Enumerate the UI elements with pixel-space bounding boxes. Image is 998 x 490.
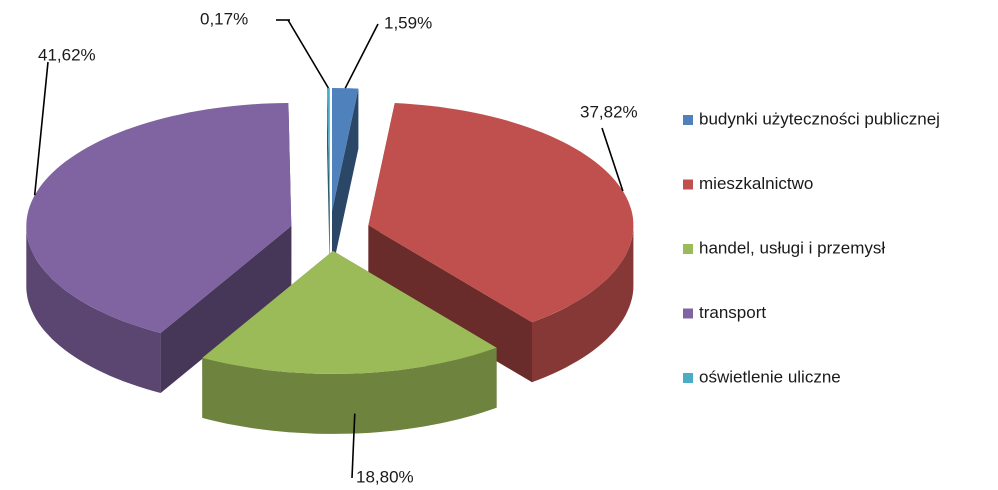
slice-wall [202, 347, 497, 434]
slice-side [327, 88, 330, 271]
slice-wall [532, 225, 634, 383]
data-label: 41,62% [38, 45, 96, 64]
data-label: 37,82% [580, 102, 638, 121]
slice [368, 103, 634, 383]
legend-swatch [683, 244, 693, 254]
leader-line [351, 413, 356, 479]
data-label: 18,80% [356, 467, 414, 486]
legend-swatch [683, 308, 693, 319]
slice-top [327, 88, 330, 211]
leader-line [344, 23, 379, 89]
slice-side [332, 88, 359, 271]
slice [332, 88, 359, 271]
legend-label: oświetlenie uliczne [699, 367, 841, 386]
slice [202, 250, 497, 434]
slice-side [368, 225, 532, 383]
leader-line [33, 61, 49, 196]
slice-wall [26, 226, 161, 393]
slice-side [160, 226, 292, 393]
data-label: 1,59% [384, 13, 432, 32]
legend-label: mieszkalnictwo [699, 174, 813, 193]
legend-swatch [683, 179, 693, 190]
slice-top [332, 88, 359, 211]
legend-label: handel, usługi i przemysł [699, 238, 885, 257]
legend-label: transport [699, 303, 766, 322]
legend-swatch [683, 115, 693, 125]
slice-top [202, 250, 497, 374]
slice-top [368, 103, 634, 323]
slice [327, 88, 330, 271]
leader-line [287, 19, 330, 89]
legend-swatch [683, 373, 693, 383]
data-label: 0,17% [200, 9, 248, 28]
leader-line [601, 127, 624, 192]
slice-top [26, 103, 292, 333]
legend-label: budynki użyteczności publicznej [699, 109, 940, 128]
slice [26, 103, 292, 393]
